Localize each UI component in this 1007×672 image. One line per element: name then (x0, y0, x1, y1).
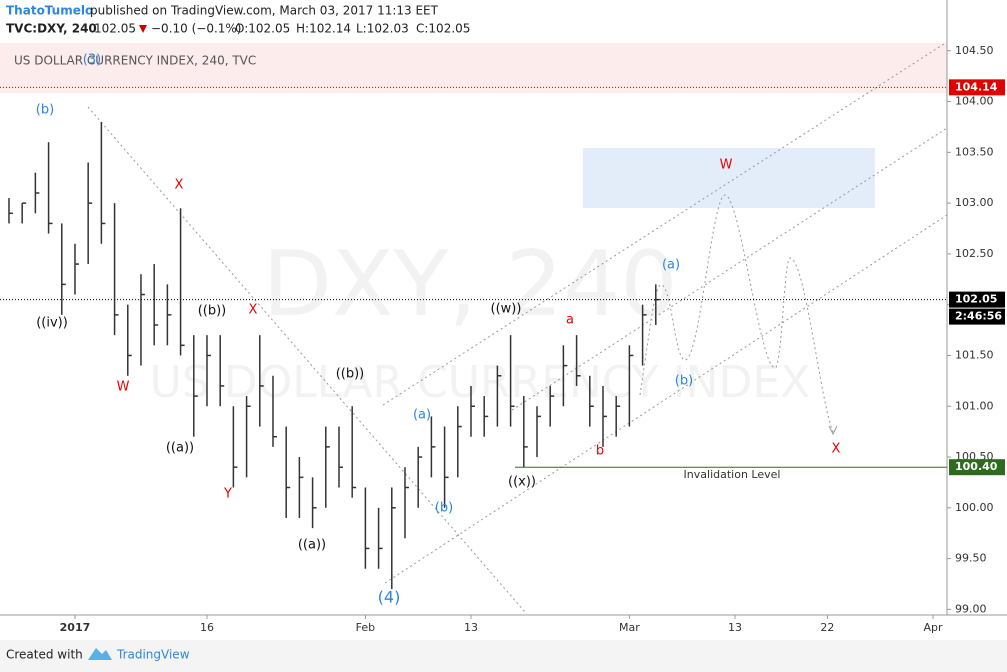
y-tick-label: 104.00 (955, 95, 994, 108)
wave-label: Y (223, 487, 232, 502)
wave-label: b (596, 444, 604, 459)
trend-line (87, 106, 526, 613)
price-label: 100.40 (955, 460, 998, 473)
author: ThatoTumelo (6, 4, 93, 18)
ohlc: L:102.03 (356, 22, 409, 36)
x-tick-label: 2017 (60, 621, 91, 634)
resistance-zone (0, 43, 947, 93)
wave-label: (a) (413, 408, 431, 423)
wave-label: (b) (36, 103, 54, 118)
footer-link[interactable]: TradingView (116, 648, 190, 662)
wave-label: ((w)) (491, 302, 522, 317)
price-label: 104.14 (955, 80, 998, 93)
y-tick-label: 103.50 (955, 145, 994, 158)
wave-label: (a) (662, 258, 680, 273)
wave-label: W (117, 380, 130, 395)
header: ThatoTumelo published on TradingView.com… (6, 4, 470, 68)
wave-label: (4) (378, 588, 401, 607)
watermark: US DOLLAR CURRENCY INDEX (150, 357, 811, 408)
y-tick-label: 100.00 (955, 501, 994, 514)
ohlc: H:102.14 (296, 22, 351, 36)
x-tick-label: 13 (728, 621, 742, 634)
price-label-bg (949, 459, 1005, 476)
countdown: 2:46:56 (955, 310, 1002, 323)
wave-label: (3) (83, 53, 101, 68)
x-tick-label: Mar (619, 621, 640, 634)
channel-line (511, 127, 948, 411)
y-tick-label: 102.50 (955, 247, 994, 260)
y-tick-label: 103.00 (955, 196, 994, 209)
wave-label: ((b)) (336, 367, 365, 382)
price-note: Invalidation Level (684, 468, 781, 481)
y-tick-label: 99.50 (955, 552, 987, 565)
chart-title: US DOLLAR CURRENCY INDEX, 240, TVC (14, 54, 256, 68)
price-label-bg (949, 79, 1005, 96)
x-tick-label: 22 (820, 621, 834, 634)
x-tick-label: 13 (464, 621, 478, 634)
y-tick-label: 101.50 (955, 348, 994, 361)
y-tick-label: 101.00 (955, 399, 994, 412)
wave-label: X (249, 303, 258, 318)
channel-line (382, 41, 948, 406)
wave-label: (b) (675, 374, 693, 389)
footer-text: Created with (6, 648, 83, 662)
wave-label: X (832, 442, 841, 457)
ohlc: C:102.05 (416, 22, 470, 36)
wave-label: a (566, 313, 574, 328)
wave-label: ((a)) (298, 538, 326, 553)
ohlc: O:102.05 (235, 22, 290, 36)
price-label: 102.05 (955, 293, 997, 306)
channel-line (384, 214, 948, 584)
tv-logo (88, 648, 112, 660)
wave-label: ((a)) (166, 441, 194, 456)
x-tick-label: Apr (923, 621, 943, 634)
price-label-bg (949, 291, 1005, 308)
plot (8, 121, 660, 590)
x-tick-label: Feb (356, 621, 375, 634)
wave-label: W (720, 158, 733, 173)
projection-path (639, 194, 834, 433)
countdown-bg (949, 308, 1005, 325)
watermark: DXY, 240 (263, 232, 678, 337)
wave-label: ((b)) (198, 304, 227, 319)
symbol: TVC:DXY, 240 (6, 22, 97, 36)
footer (0, 640, 1007, 672)
y-tick-label: 104.50 (955, 44, 994, 57)
change: −0.10 (−0.1%) (151, 22, 242, 36)
wave-label: ((x)) (508, 475, 536, 490)
y-tick-label: 99.00 (955, 602, 987, 615)
wave-label: X (175, 178, 184, 193)
last-price: 102.05 (94, 22, 136, 36)
down-arrow (139, 25, 147, 33)
x-tick-label: 16 (200, 621, 214, 634)
published: published on TradingView.com, March 03, … (90, 4, 439, 18)
wave-label: ((iv)) (36, 316, 68, 331)
wave-label: (b) (435, 501, 453, 516)
projection-arrow (828, 425, 838, 436)
